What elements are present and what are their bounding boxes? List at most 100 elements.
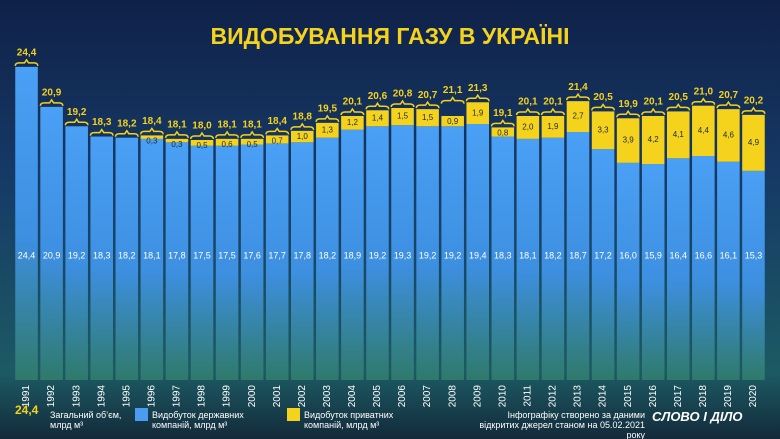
bar-private (341, 116, 364, 130)
x-tick-label: 2000 (247, 385, 258, 408)
legend-swatch (287, 408, 300, 421)
value-label: 18,2 (544, 250, 562, 260)
value-label: 1,5 (397, 112, 409, 121)
total-label: 19,9 (618, 99, 638, 110)
value-label: 0,3 (171, 140, 183, 149)
legend-total-label: Загальний об’єм, млрд м³ (50, 410, 122, 430)
value-label: 3,3 (598, 125, 610, 134)
bar-state (65, 126, 88, 381)
bar-private (641, 116, 665, 164)
value-label: 17,5 (193, 250, 211, 260)
value-label: 18,9 (344, 250, 362, 260)
chart-title: ВИДОБУВАННЯ ГАЗУ В УКРАЇНІ (211, 23, 570, 49)
bar-state (616, 162, 640, 380)
bar-private (516, 116, 540, 139)
bar-private (215, 138, 239, 146)
value-label: 16,4 (670, 250, 688, 260)
total-label: 19,2 (67, 107, 87, 118)
x-tick-label: 2013 (573, 385, 584, 408)
total-label: 18,1 (242, 119, 262, 130)
x-tick-label: 1993 (71, 385, 82, 408)
total-label: 20,2 (744, 95, 764, 106)
total-bracket (465, 93, 490, 102)
bar-private (591, 111, 615, 150)
logo: СЛОВО І ДІЛО (652, 409, 743, 424)
x-tick-label: 1995 (121, 385, 132, 408)
value-label: 16,1 (720, 250, 738, 260)
bar-private (466, 102, 490, 124)
total-bracket (641, 107, 666, 116)
total-bracket (340, 107, 365, 116)
value-label: 4,4 (698, 126, 710, 135)
value-label: 16,6 (695, 250, 713, 260)
value-label: 15,3 (745, 250, 763, 260)
total-label: 19,1 (493, 108, 513, 119)
bar-private (566, 101, 590, 132)
total-bracket (290, 122, 315, 130)
bar-state (717, 161, 740, 380)
x-tick-label: 2017 (673, 385, 684, 408)
value-label: 0,5 (247, 140, 259, 149)
total-bracket (565, 92, 591, 101)
x-tick-label: 2018 (698, 385, 709, 408)
value-label: 0,5 (196, 141, 208, 150)
value-label: 17,2 (594, 250, 612, 260)
total-bracket (240, 130, 265, 138)
x-tick-label: 2011 (523, 385, 534, 407)
x-tick-label: 2007 (422, 385, 433, 408)
x-tick-label: 2014 (598, 385, 609, 408)
bar-private (666, 111, 690, 159)
value-label: 19,2 (68, 250, 86, 260)
total-bracket (139, 127, 164, 135)
total-label: 20,6 (368, 91, 388, 102)
legend-label: Видобуток приватних компаній, млрд м³ (304, 410, 394, 430)
total-label: 20,8 (393, 89, 413, 100)
value-label: 0,9 (447, 117, 459, 126)
total-label: 18,2 (117, 118, 137, 129)
bar-private (717, 109, 740, 162)
value-label: 4,9 (748, 138, 760, 147)
bar-state (140, 138, 164, 380)
total-bracket (164, 130, 189, 138)
bar-state (115, 137, 139, 380)
legend-swatch (135, 408, 148, 421)
value-label: 18,2 (319, 250, 337, 260)
value-label: 0,6 (222, 140, 234, 149)
bar-private (441, 116, 464, 127)
value-label: 18,7 (569, 250, 587, 260)
total-label: 21,0 (694, 86, 714, 97)
x-tick-label: 1998 (197, 385, 208, 408)
x-tick-label: 2016 (648, 385, 659, 408)
total-bracket (515, 107, 540, 116)
total-label: 20,5 (593, 92, 613, 103)
bar-state (692, 156, 715, 380)
bar-state (40, 106, 63, 380)
bar-private (366, 110, 389, 127)
bar-state (541, 137, 565, 380)
bar-private (140, 135, 164, 139)
total-bracket (39, 98, 64, 106)
x-tick-label: 1992 (46, 385, 57, 408)
total-label: 20,5 (669, 92, 689, 103)
x-tick-label: 1999 (222, 385, 233, 408)
value-label: 1,5 (422, 113, 434, 122)
x-tick-label: 2009 (472, 385, 483, 408)
value-label: 19,3 (394, 250, 412, 260)
value-label: 19,2 (419, 250, 437, 260)
value-label: 19,2 (444, 250, 462, 260)
total-bracket (716, 100, 741, 109)
bar-private (616, 118, 640, 163)
bar-private (491, 127, 515, 137)
total-label: 18,4 (142, 116, 162, 127)
total-label: 18,8 (293, 111, 313, 122)
bar-private (742, 114, 765, 171)
bar-state (265, 143, 289, 380)
bar-state (165, 142, 189, 380)
x-tick-label: 2015 (623, 385, 634, 408)
bar-state (566, 132, 590, 380)
x-tick-label: 2002 (297, 385, 308, 408)
x-tick-label: 2001 (272, 385, 283, 408)
bar-state (466, 124, 490, 380)
